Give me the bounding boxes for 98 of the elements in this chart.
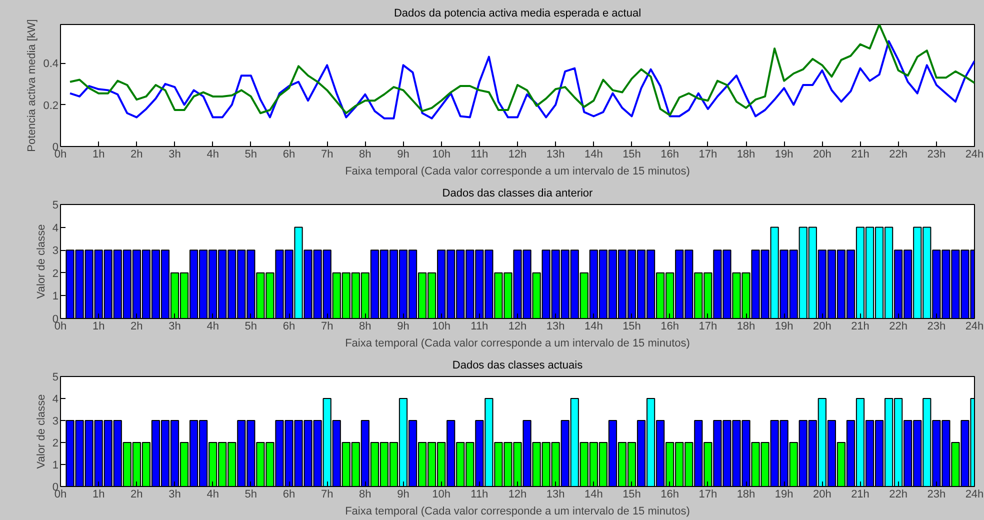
x-tick-label: 19h	[774, 320, 794, 332]
x-tick-label: 23h	[927, 488, 946, 500]
x-tick-label: 7h	[320, 320, 334, 332]
line-series	[69, 24, 974, 116]
y-tick-label: 1	[52, 290, 59, 303]
x-tick-label: 20h	[812, 320, 832, 332]
x-tick-label: 10h	[432, 488, 451, 500]
x-tick-label: 2h	[130, 320, 143, 332]
x-tick-label: 19h	[774, 148, 794, 160]
chart-title: Dados da potencia activa media esperada e actual	[394, 8, 642, 20]
x-tick-label: 0h	[54, 148, 67, 160]
x-tick-label: 3h	[168, 148, 181, 160]
x-tick-label: 17h	[698, 320, 718, 332]
x-tick-label: 19h	[774, 488, 794, 500]
y-tick-label: 5	[52, 200, 59, 212]
x-tick-label: 0h	[54, 488, 67, 500]
x-tick-label: 9h	[397, 320, 410, 332]
y-tick-label: 2	[52, 438, 59, 450]
y-tick-label: 3	[52, 416, 59, 428]
x-tick-label: 6h	[282, 488, 296, 500]
x-tick-label: 15h	[622, 148, 641, 160]
x-tick-label: 2h	[130, 488, 143, 500]
x-tick-label: 4h	[206, 320, 219, 332]
x-tick-label: 1h	[92, 488, 105, 500]
x-tick-label: 11h	[470, 148, 488, 160]
line-series	[69, 40, 974, 120]
x-tick-label: 3h	[168, 320, 181, 332]
x-tick-label: 6h	[282, 320, 296, 332]
x-tick-label: 3h	[168, 488, 181, 500]
x-tick-label: 24h	[965, 148, 984, 160]
x-tick-label: 5h	[244, 148, 258, 160]
x-tick-label: 23h	[927, 320, 946, 332]
x-tick-label: 13h	[546, 320, 565, 332]
x-tick-label: 22h	[889, 488, 908, 500]
x-tick-label: 11h	[470, 320, 488, 332]
y-tick-label: 0.2	[43, 100, 59, 112]
x-tick-label: 0h	[54, 320, 67, 332]
x-axis-title: Faixa temporal (Cada valor corresponde a um intervalo de 15 minutos)	[345, 166, 690, 178]
x-tick-label: 8h	[359, 320, 372, 332]
x-tick-label: 7h	[320, 488, 334, 500]
chart-title: Dados das classes actuais	[452, 360, 584, 372]
x-tick-label: 9h	[397, 148, 410, 160]
y-tick-label: 1	[52, 460, 59, 472]
chart-title: Dados das classes dia anterior	[442, 188, 594, 200]
x-tick-label: 1h	[92, 148, 105, 160]
x-tick-label: 6h	[282, 148, 296, 160]
x-tick-label: 14h	[584, 488, 603, 500]
x-tick-label: 24h	[965, 320, 984, 332]
x-tick-label: 4h	[206, 488, 219, 500]
y-axis-title: Potencia activa media [kW]	[26, 19, 38, 152]
x-tick-label: 5h	[244, 320, 258, 332]
x-tick-label: 16h	[660, 148, 680, 160]
x-tick-label: 20h	[812, 148, 832, 160]
x-tick-label: 8h	[359, 488, 372, 500]
x-tick-label: 13h	[546, 488, 565, 500]
x-tick-label: 11h	[470, 488, 488, 500]
x-tick-label: 18h	[736, 148, 756, 160]
x-tick-label: 18h	[736, 488, 756, 500]
x-tick-label: 21h	[851, 488, 870, 500]
x-tick-label: 17h	[698, 148, 718, 160]
x-tick-label: 24h	[965, 488, 984, 500]
x-tick-label: 17h	[698, 488, 718, 500]
x-tick-label: 12h	[508, 488, 527, 500]
x-tick-label: 23h	[927, 148, 946, 160]
y-tick-label: 4	[52, 222, 59, 234]
x-axis-title: Faixa temporal (Cada valor corresponde a um intervalo de 15 minutos)	[345, 338, 690, 350]
y-tick-label: 4	[52, 394, 59, 406]
x-tick-label: 12h	[508, 320, 527, 332]
x-tick-label: 14h	[584, 148, 603, 160]
y-axis-title: Valor de classe	[35, 224, 48, 299]
x-tick-label: 14h	[584, 320, 603, 332]
x-tick-label: 5h	[244, 488, 258, 500]
y-tick-label: 5	[52, 372, 59, 384]
y-tick-label: 3	[52, 245, 59, 258]
x-tick-label: 22h	[889, 148, 908, 160]
y-axis-title: Valor de classe	[35, 394, 48, 469]
y-tick-label: 2	[52, 268, 59, 280]
x-tick-label: 20h	[812, 488, 832, 500]
x-tick-label: 15h	[622, 488, 641, 500]
x-tick-label: 7h	[320, 148, 334, 160]
x-tick-label: 13h	[546, 148, 565, 160]
x-tick-label: 1h	[92, 320, 105, 332]
x-tick-label: 21h	[851, 320, 870, 332]
x-tick-label: 10h	[432, 320, 451, 332]
x-tick-label: 9h	[397, 488, 410, 500]
x-tick-label: 15h	[622, 320, 641, 332]
x-tick-label: 2h	[130, 148, 143, 160]
y-tick-label: 0.4	[43, 58, 59, 70]
x-tick-label: 8h	[359, 148, 372, 160]
x-tick-label: 21h	[851, 148, 870, 160]
x-tick-label: 16h	[660, 320, 680, 332]
x-axis-title: Faixa temporal (Cada valor corresponde a um intervalo de 15 minutos)	[345, 506, 690, 518]
x-tick-label: 22h	[889, 320, 908, 332]
x-tick-label: 4h	[206, 148, 219, 160]
x-tick-label: 12h	[508, 148, 527, 160]
x-tick-label: 10h	[432, 148, 451, 160]
x-tick-label: 18h	[736, 320, 756, 332]
x-tick-label: 16h	[660, 488, 680, 500]
